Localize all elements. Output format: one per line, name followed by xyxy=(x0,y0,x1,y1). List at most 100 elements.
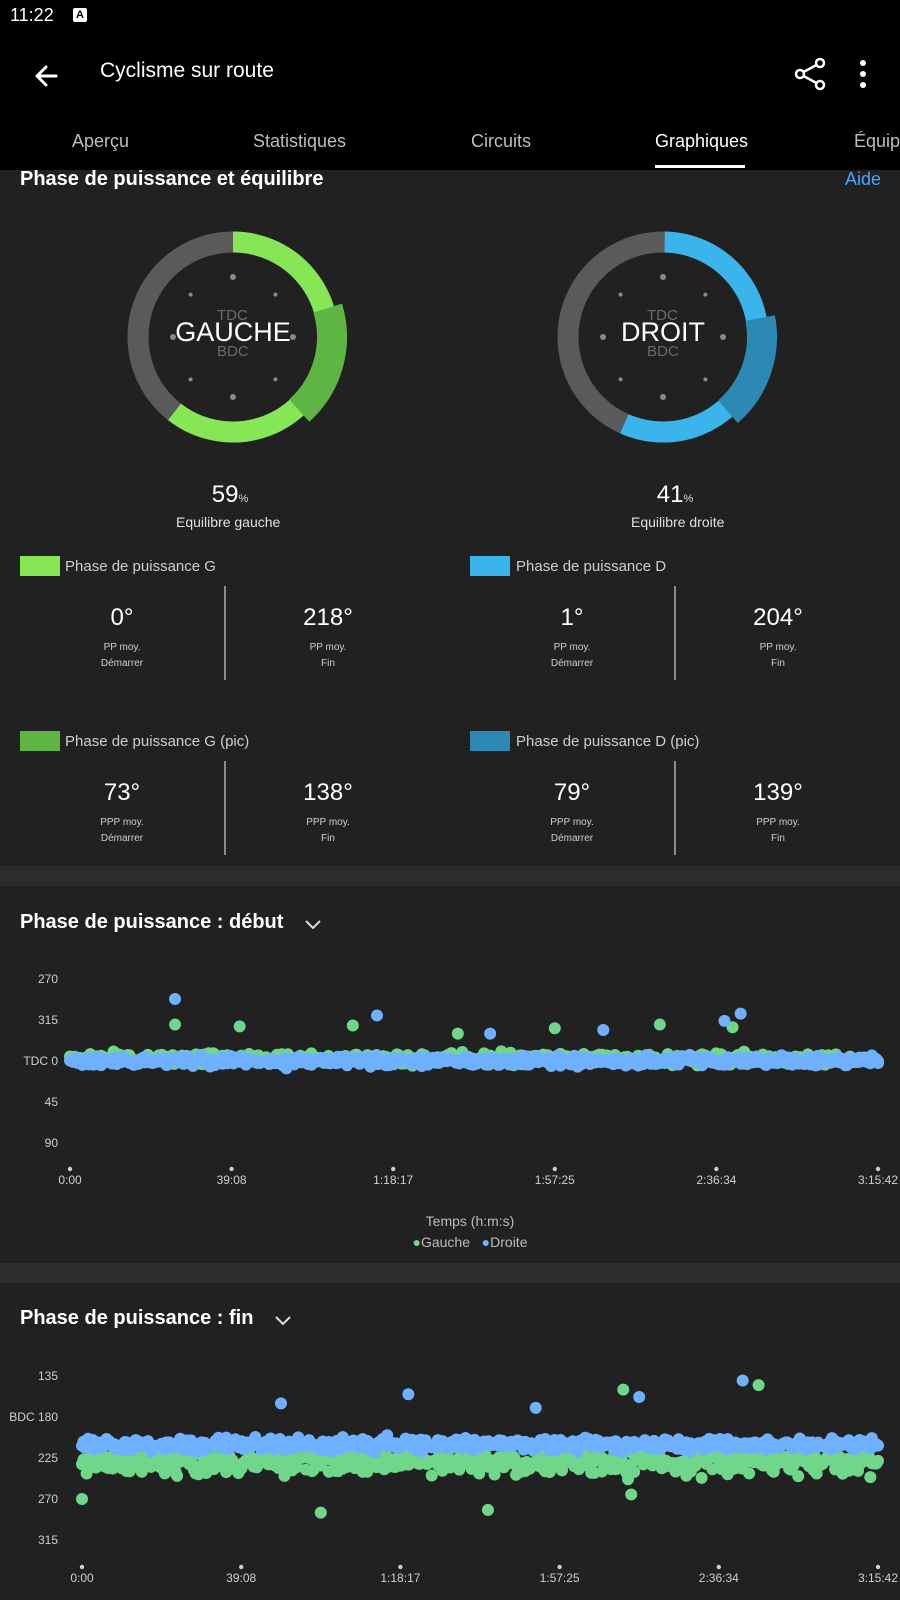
right-bdc-label: BDC xyxy=(647,343,679,360)
data-point-gauche xyxy=(864,1471,877,1484)
right-balance-caption: Equilibre droite xyxy=(631,514,725,530)
ring-dot xyxy=(273,377,278,382)
phase-g-start-label: PP moy. xyxy=(103,642,141,653)
back-button[interactable] xyxy=(26,56,66,96)
x-tick-mark xyxy=(398,1564,403,1570)
peak-g-start-sub: Démarrer xyxy=(100,833,144,844)
chart-start-legend: ●Gauche ●Droite xyxy=(0,1234,900,1250)
x-tick-label: 2:36:34 xyxy=(699,1571,739,1585)
data-point-droite xyxy=(275,1397,287,1410)
data-point-droite xyxy=(734,1007,747,1020)
left-balance-unit: % xyxy=(238,493,249,505)
peak-g-end-value: 138° xyxy=(303,779,353,806)
left-ring-dots xyxy=(170,274,296,400)
y-tick-label: 270 xyxy=(38,1492,58,1506)
x-tick-mark xyxy=(552,1166,557,1172)
x-tick-label: 0:00 xyxy=(58,1173,82,1187)
notification-icon: A xyxy=(73,8,87,22)
y-tick-label: 90 xyxy=(45,1136,59,1150)
data-point-gauche xyxy=(653,1018,666,1031)
data-point-gauche xyxy=(290,1461,303,1474)
y-tick-label: 315 xyxy=(38,1533,58,1547)
right-balance-unit: % xyxy=(683,493,694,505)
chart-start-xlabel: Temps (h:m:s) xyxy=(425,1213,515,1229)
peak-g-start-value: 73° xyxy=(103,779,141,806)
x-tick-label: 39:08 xyxy=(226,1571,256,1585)
data-point-gauche xyxy=(346,1019,359,1032)
peak-g-end-label: PPP moy. xyxy=(306,817,350,828)
ring-dot xyxy=(600,334,606,340)
app-bar: Cyclisme sur route Aperçu Statistiques C… xyxy=(0,36,900,170)
peak-g-start-label: PPP moy. xyxy=(100,817,144,828)
right-peak-arc xyxy=(717,315,777,424)
x-tick-mark xyxy=(875,1166,881,1172)
x-tick-mark xyxy=(875,1564,881,1570)
y-tick-label: TDC 0 xyxy=(23,1054,58,1068)
peak-g-swatch xyxy=(20,731,60,751)
power-phase-start-chart: 270 315 TDC 0 45 90 0:00 39:08 1:18:17 1:57:25 2… xyxy=(23,972,898,1187)
x-tick-label: 3:15:42 xyxy=(858,1571,898,1585)
ring-dot xyxy=(660,274,666,280)
left-bdc-label: BDC xyxy=(217,343,249,360)
y-tick-label: BDC 180 xyxy=(9,1410,58,1424)
data-point-gauche xyxy=(625,1488,638,1501)
right-balance: 41% xyxy=(620,481,730,509)
tab-apercu[interactable]: Aperçu xyxy=(72,131,130,151)
ring-dot xyxy=(703,377,708,382)
x-tick-mark xyxy=(239,1564,244,1570)
phase-d-end-label: PP moy. xyxy=(759,642,797,653)
status-bar: 11:22 A xyxy=(0,0,900,36)
data-point-gauche xyxy=(792,1470,805,1483)
peak-d-end-sub: Fin xyxy=(771,833,785,844)
x-tick-label: 0:00 xyxy=(70,1571,94,1585)
data-point-gauche xyxy=(314,1506,327,1519)
y-tick-label: 270 xyxy=(38,972,58,986)
chart-end-header[interactable]: Phase de puissance : fin xyxy=(20,1307,294,1330)
data-point-gauche xyxy=(76,1493,88,1505)
x-tick-label: 1:18:17 xyxy=(380,1571,420,1585)
phase-d-swatch xyxy=(470,556,510,576)
chevron-down-icon xyxy=(275,1316,291,1326)
power-phase-title: Phase de puissance et équilibre xyxy=(20,168,324,190)
peak-d-swatch xyxy=(470,731,510,751)
page-title: Cyclisme sur route xyxy=(100,59,274,82)
data-point-gauche xyxy=(617,1383,630,1396)
share-button[interactable] xyxy=(790,54,830,94)
chart-start-x-axis-labels: 0:00 39:08 1:18:17 1:57:25 2:36:34 3:15:42 xyxy=(58,1166,898,1187)
tab-equipement[interactable]: Équipe xyxy=(854,131,900,151)
ring-dot xyxy=(188,377,193,382)
chart-start-header[interactable]: Phase de puissance : début xyxy=(20,911,324,934)
legend-droite: Droite xyxy=(490,1234,528,1250)
x-tick-mark xyxy=(714,1166,719,1172)
left-balance-value: 59 xyxy=(211,481,239,508)
right-balance-value: 41 xyxy=(656,481,684,508)
phase-g-end-sub: Fin xyxy=(321,658,335,669)
right-ring-label: DROIT xyxy=(621,317,705,347)
peak-d-start-label: PPP moy. xyxy=(550,817,594,828)
phase-g-start-sub: Démarrer xyxy=(100,658,144,669)
ring-dot xyxy=(230,274,236,280)
x-tick-mark xyxy=(79,1564,85,1570)
x-tick-mark xyxy=(229,1166,234,1172)
peak-d-end-value: 139° xyxy=(753,779,803,806)
data-point-gauche xyxy=(726,1021,739,1034)
tab-statistiques[interactable]: Statistiques xyxy=(253,131,347,151)
ring-dot xyxy=(618,292,623,297)
data-point-droite xyxy=(529,1401,542,1414)
peak-g-label: Phase de puissance G (pic) xyxy=(65,733,250,750)
data-point-droite xyxy=(169,993,182,1006)
phase-g-label: Phase de puissance G xyxy=(65,558,216,575)
data-point-droite xyxy=(736,1374,749,1387)
more-options-button[interactable] xyxy=(846,54,880,94)
left-peak-arc xyxy=(288,303,347,422)
tab-circuits[interactable]: Circuits xyxy=(471,131,532,151)
data-point-gauche xyxy=(481,1503,494,1516)
tab-graphiques[interactable]: Graphiques xyxy=(655,131,749,151)
y-tick-label: 135 xyxy=(38,1369,58,1383)
section-separator xyxy=(0,866,900,886)
ring-dot xyxy=(230,394,236,400)
data-point-gauche xyxy=(872,1454,884,1467)
data-point-gauche xyxy=(488,1468,501,1481)
help-link[interactable]: Aide xyxy=(845,169,882,189)
chart-end-x-axis-labels: 0:00 39:08 1:18:17 1:57:25 2:36:34 3:15:42 xyxy=(70,1564,898,1585)
